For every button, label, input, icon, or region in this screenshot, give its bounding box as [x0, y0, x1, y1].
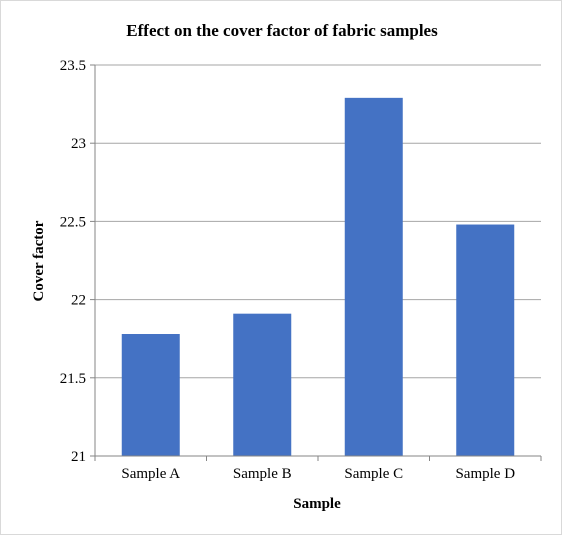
- y-tick-labels: 21 21.5 22 22.5 23 23.5: [60, 58, 86, 465]
- bar-sample-d: [456, 224, 515, 456]
- chart-title: Effect on the cover factor of fabric sam…: [126, 21, 438, 40]
- x-tick-label: Sample D: [455, 466, 515, 482]
- y-tick-label: 22: [71, 293, 86, 309]
- x-tick-label: Sample B: [233, 466, 292, 482]
- bar-sample-c: [344, 97, 403, 457]
- x-tick-label: Sample C: [344, 466, 403, 482]
- y-tick-label: 22.5: [60, 214, 86, 230]
- bar-sample-b: [233, 313, 292, 456]
- bars: [121, 97, 515, 457]
- bar-sample-a: [121, 334, 180, 456]
- x-tick-label: Sample A: [121, 466, 180, 482]
- x-axis-title: Sample: [293, 496, 341, 512]
- y-axis-title: Cover factor: [31, 220, 47, 301]
- y-tick-label: 21: [71, 449, 86, 465]
- y-tick-label: 23: [71, 136, 86, 152]
- y-tick-label: 23.5: [60, 58, 86, 74]
- y-tick-label: 21.5: [60, 371, 86, 387]
- axes: [94, 65, 542, 461]
- x-tick-labels: Sample A Sample B Sample C Sample D: [121, 466, 515, 482]
